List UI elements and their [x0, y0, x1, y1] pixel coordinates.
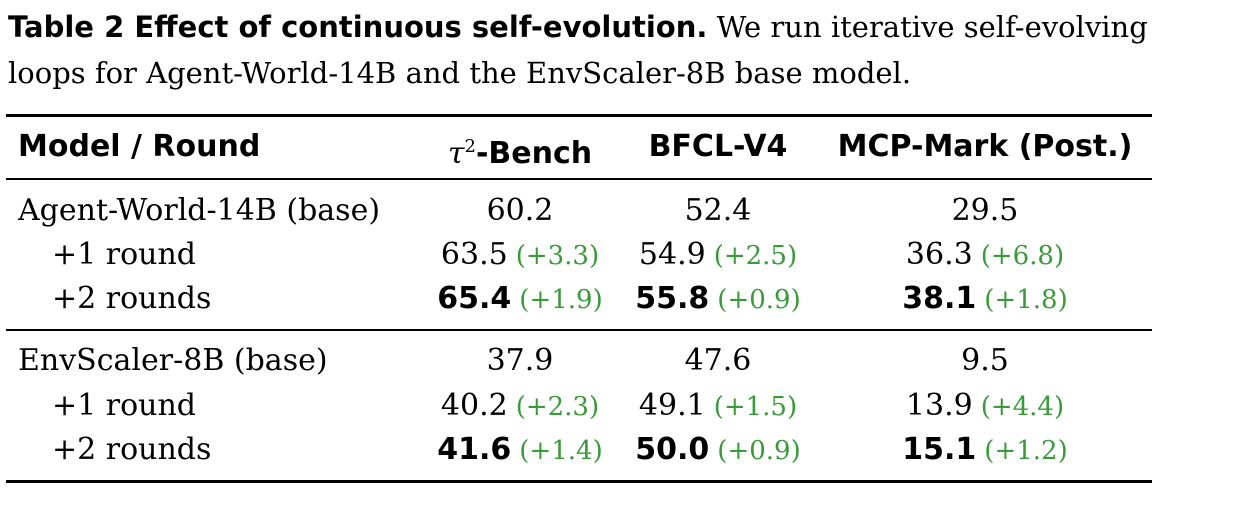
mcp-cell: 36.3 (+6.8) [830, 233, 1140, 277]
bfcl-cell: 55.8 (+0.9) [618, 277, 818, 321]
tau-delta: (+1.4) [519, 436, 603, 466]
header-bfcl: BFCL-V4 [648, 129, 788, 164]
mcp-delta: (+4.4) [980, 392, 1065, 422]
tau-delta: (+3.3) [515, 241, 600, 271]
caption-text: We run iterative self-evolving loops for… [8, 10, 1148, 90]
mcp-value: 9.5 [961, 343, 1009, 378]
mcp-value: 38.1 [902, 281, 977, 316]
tau-value: 60.2 [486, 193, 554, 228]
table-top-rule [6, 114, 1152, 117]
row-label: +2 rounds [52, 432, 212, 467]
bfcl-cell: 47.6 [618, 339, 818, 383]
bfcl-cell: 50.0 (+0.9) [618, 428, 818, 472]
table-row: +2 rounds 41.6 (+1.4) 50.0 (+0.9) 15.1 (+1.… [0, 428, 1160, 472]
mcp-cell: 13.9 (+4.4) [830, 384, 1140, 428]
table-bottom-rule [6, 480, 1152, 483]
table-header-row: Model / Round τ2-Bench BFCL-V4 MCP-Mark … [0, 125, 1160, 171]
row-label: +1 round [52, 237, 197, 272]
row-label: +1 round [52, 388, 197, 423]
row-label: Agent-World-14B (base) [18, 193, 381, 228]
table-row: +1 round 40.2 (+2.3) 49.1 (+1.5) 13.9 (+4.4… [0, 384, 1160, 428]
bfcl-delta: (+0.9) [717, 285, 801, 315]
header-mcp-mark: MCP-Mark (Post.) [837, 129, 1133, 164]
mcp-delta: (+6.8) [980, 241, 1065, 271]
tau-cell: 60.2 [420, 189, 620, 233]
tau-value: 37.9 [486, 343, 554, 378]
table-row: Agent-World-14B (base) 60.2 52.4 29.5 [0, 189, 1160, 233]
tau-superscript: 2 [464, 136, 476, 157]
mcp-value: 29.5 [951, 193, 1019, 228]
tau-value: 63.5 [440, 237, 508, 272]
bfcl-delta: (+1.5) [713, 392, 798, 422]
bfcl-value: 55.8 [635, 281, 710, 316]
bfcl-value: 50.0 [635, 432, 710, 467]
bfcl-delta: (+2.5) [713, 241, 798, 271]
bfcl-cell: 49.1 (+1.5) [618, 384, 818, 428]
bfcl-value: 47.6 [684, 343, 752, 378]
table-caption: Table 2 Effect of continuous self-evolut… [8, 4, 1158, 96]
bfcl-delta: (+0.9) [717, 436, 801, 466]
table-row: +2 rounds 65.4 (+1.9) 55.8 (+0.9) 38.1 (+1.… [0, 277, 1160, 321]
tau-cell: 65.4 (+1.9) [420, 277, 620, 321]
tau-delta: (+1.9) [519, 285, 603, 315]
tau-cell: 41.6 (+1.4) [420, 428, 620, 472]
tau-value: 65.4 [437, 281, 512, 316]
tau-symbol: τ [447, 136, 465, 171]
bfcl-cell: 54.9 (+2.5) [618, 233, 818, 277]
mcp-cell: 9.5 [830, 339, 1140, 383]
table-row: EnvScaler-8B (base) 37.9 47.6 9.5 [0, 339, 1160, 383]
mcp-cell: 15.1 (+1.2) [830, 428, 1140, 472]
mcp-value: 15.1 [902, 432, 977, 467]
mcp-value: 36.3 [905, 237, 973, 272]
bfcl-value: 49.1 [638, 388, 706, 423]
mcp-delta: (+1.8) [984, 285, 1068, 315]
tau-cell: 37.9 [420, 339, 620, 383]
table-row: +1 round 63.5 (+3.3) 54.9 (+2.5) 36.3 (+6.8… [0, 233, 1160, 277]
tau-value: 40.2 [440, 388, 508, 423]
group-rule [6, 329, 1152, 331]
mcp-cell: 29.5 [830, 189, 1140, 233]
bfcl-value: 54.9 [638, 237, 706, 272]
row-label: EnvScaler-8B (base) [18, 343, 328, 378]
header-model: Model / Round [18, 129, 261, 164]
tau-bench-label: -Bench [475, 136, 593, 171]
bfcl-cell: 52.4 [618, 189, 818, 233]
header-rule [6, 178, 1152, 180]
tau-cell: 63.5 (+3.3) [420, 233, 620, 277]
header-tau-bench: τ2-Bench [420, 125, 620, 171]
row-label: +2 rounds [52, 281, 212, 316]
tau-cell: 40.2 (+2.3) [420, 384, 620, 428]
mcp-value: 13.9 [905, 388, 973, 423]
mcp-cell: 38.1 (+1.8) [830, 277, 1140, 321]
tau-value: 41.6 [437, 432, 512, 467]
caption-label: Table 2 Effect of continuous self-evolut… [8, 10, 708, 44]
bfcl-value: 52.4 [684, 193, 752, 228]
tau-delta: (+2.3) [515, 392, 600, 422]
mcp-delta: (+1.2) [984, 436, 1068, 466]
